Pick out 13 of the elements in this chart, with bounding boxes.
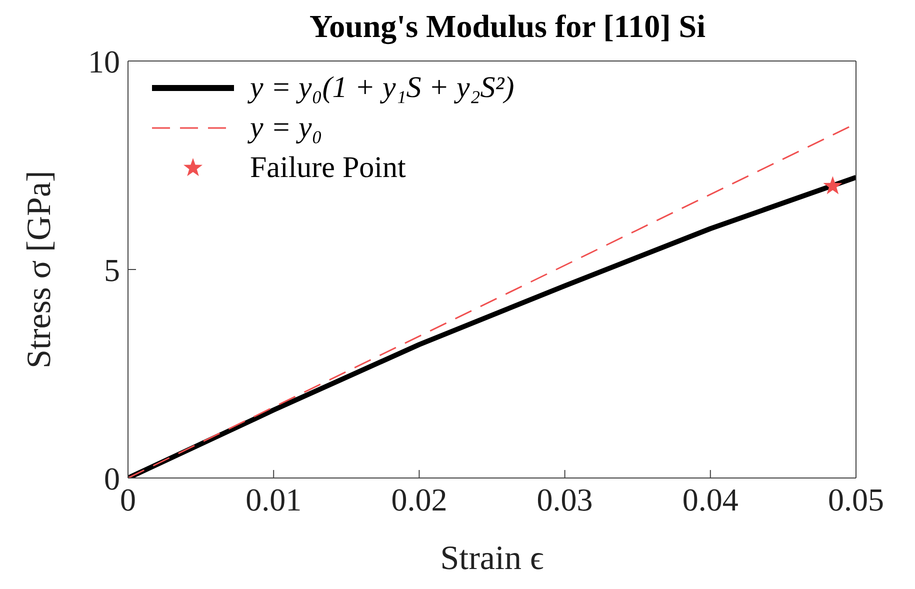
legend-label: y = y₀(1 + y₁S + y₂S²)	[250, 70, 514, 106]
x-tick-label: 0.05	[828, 482, 884, 518]
y-tick-label: 10	[88, 43, 120, 80]
x-tick-label: 0.02	[391, 482, 448, 518]
y-axis-title: Stress σ [GPa]	[21, 170, 58, 368]
x-tick-label: 0.03	[536, 482, 593, 518]
y-tick-label: 5	[104, 252, 120, 288]
legend-label: y = y₀	[250, 110, 322, 146]
legend-label: Failure Point	[250, 150, 406, 186]
x-tick-label: 0.04	[682, 482, 738, 518]
x-axis-title: Strain ϵ	[440, 540, 544, 577]
x-tick-label: 0.01	[246, 482, 302, 518]
chart-title: Young's Modulus for [110] Si	[310, 8, 706, 44]
